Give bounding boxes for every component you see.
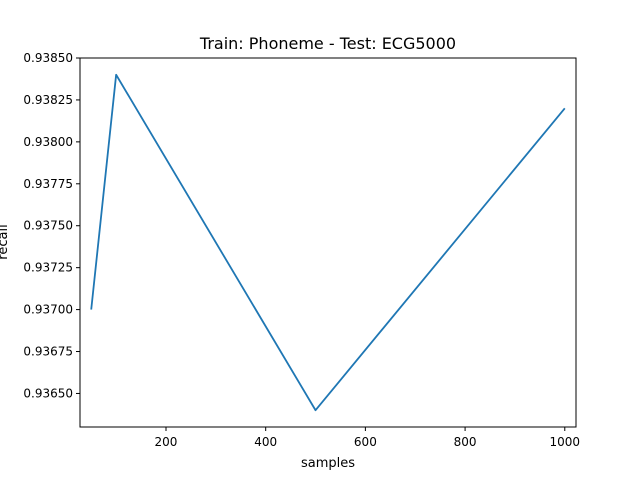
y-tick-label: 0.93675 [23, 345, 73, 359]
plot-frame [79, 57, 577, 428]
y-tick-label: 0.93650 [23, 386, 73, 400]
x-tick-label: 1000 [550, 435, 581, 449]
series-line [90, 73, 566, 412]
x-tick-label: 400 [254, 435, 277, 449]
x-axis: 200 400 600 800 1000 [155, 427, 581, 449]
y-tick-label: 0.93700 [23, 303, 73, 317]
chart-title: Train: Phoneme - Test: ECG5000 [199, 34, 456, 53]
y-tick-label: 0.93725 [23, 261, 73, 275]
y-tick-label: 0.93775 [23, 177, 73, 191]
y-tick-label: 0.93850 [23, 51, 73, 65]
y-tick-label: 0.93825 [23, 93, 73, 107]
x-tick-label: 200 [155, 435, 178, 449]
y-tick-label: 0.93750 [23, 219, 73, 233]
x-tick-label: 800 [454, 435, 477, 449]
y-axis-label: recall [0, 224, 11, 259]
y-axis: 0.93650 0.93675 0.93700 0.93725 0.93750 0.937… [23, 51, 80, 400]
x-tick-label: 600 [354, 435, 377, 449]
x-axis-label: samples [301, 456, 355, 471]
plot-lines [90, 73, 566, 412]
y-tick-label: 0.93800 [23, 135, 73, 149]
